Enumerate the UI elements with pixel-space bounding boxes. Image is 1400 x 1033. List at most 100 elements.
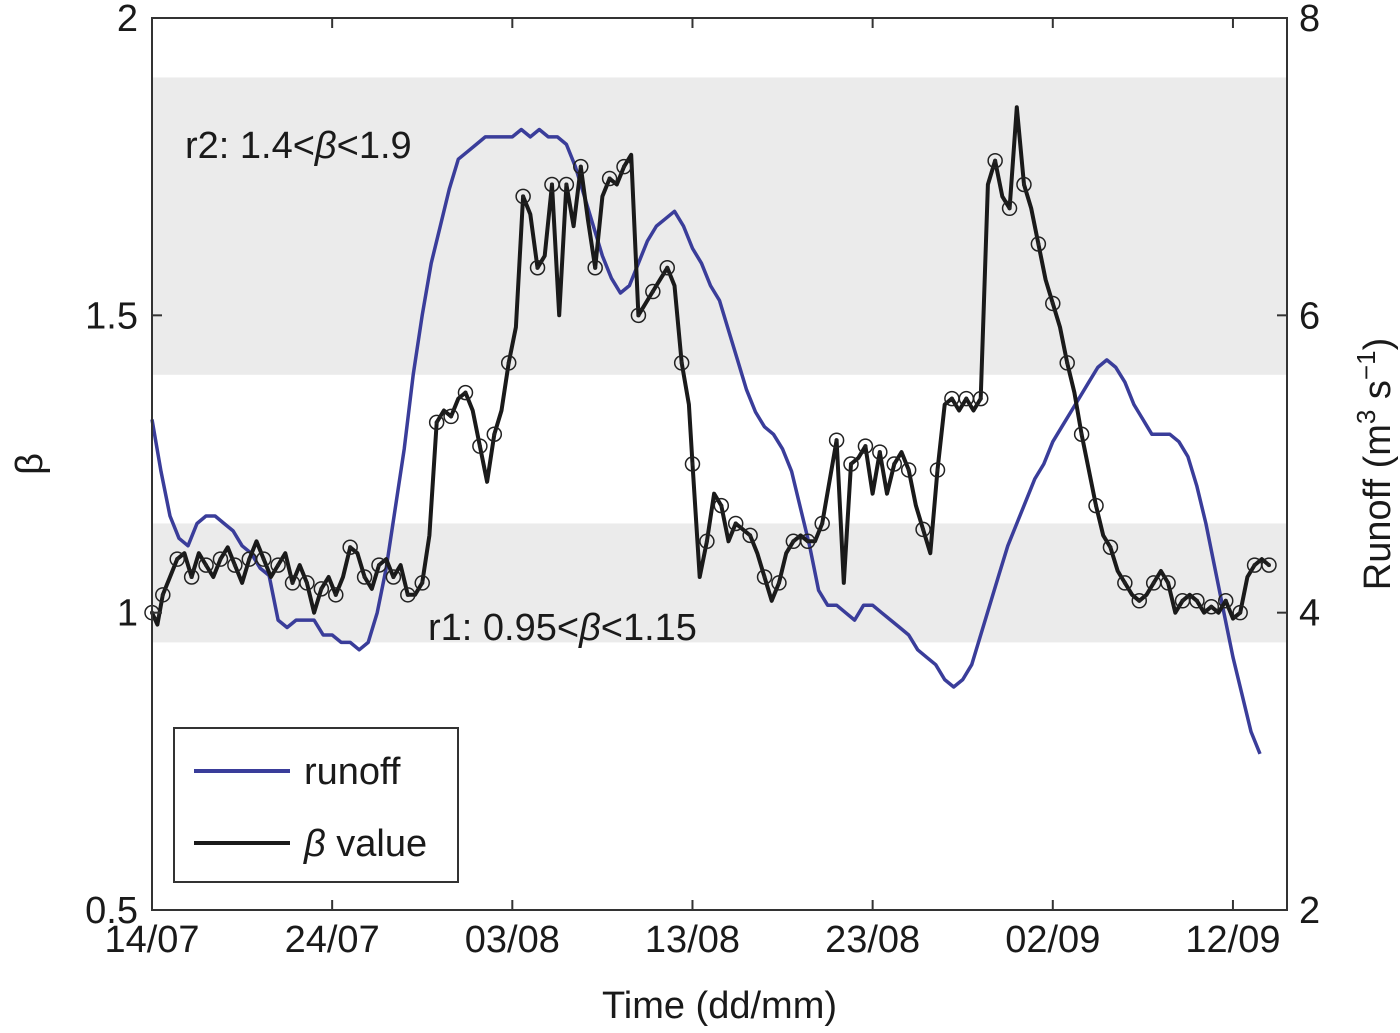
beta-point-dot — [665, 265, 670, 270]
beta-point-dot — [820, 521, 825, 526]
beta-point-marker — [212, 551, 229, 567]
regime-band-label-suffix: <1.15 — [601, 607, 697, 649]
beta-point-dot — [434, 420, 439, 425]
beta-point-dot — [1036, 241, 1041, 246]
beta-point-dot — [420, 580, 425, 585]
beta-point-dot — [218, 557, 223, 562]
beta-point-marker — [385, 569, 402, 585]
beta-point-dot — [1065, 360, 1070, 365]
beta-series — [144, 105, 1277, 627]
beta-point-dot — [1108, 545, 1113, 550]
beta-point-dot — [805, 539, 810, 544]
beta-point-marker — [756, 569, 773, 585]
beta-point-dot — [636, 313, 641, 318]
beta-point-marker — [227, 557, 243, 573]
beta-point-marker — [342, 539, 358, 556]
beta-point-dot — [1050, 301, 1055, 306]
beta-point-marker — [1016, 176, 1032, 193]
regime-band-label-beta: β — [314, 125, 337, 167]
beta-point-marker — [929, 462, 946, 478]
x-tick-label: 03/08 — [465, 919, 560, 961]
right-y-axis: 2 4 6 8 — [1277, 0, 1320, 932]
beta-point-marker — [886, 456, 903, 472]
beta-point-marker — [529, 260, 546, 276]
beta-point-marker — [727, 515, 744, 532]
beta-point-dot — [1079, 432, 1084, 437]
legend-label-beta-symbol: β — [303, 823, 326, 865]
x-tick-label: 24/07 — [285, 919, 380, 961]
left-y-tick-label: 0.5 — [85, 890, 138, 932]
regime-band-label-1: r2: 1.4<β<1.9 — [185, 125, 412, 167]
beta-point-marker — [443, 408, 459, 425]
beta-point-dot — [521, 194, 526, 199]
beta-point-marker — [356, 569, 373, 585]
legend-box — [173, 727, 459, 883]
beta-point-dot — [290, 580, 295, 585]
beta-point-dot — [906, 467, 911, 472]
beta-point-dot — [679, 360, 684, 365]
beta-point-marker — [1117, 575, 1133, 591]
beta-point-dot — [748, 533, 753, 538]
beta-point-marker — [1045, 295, 1061, 312]
beta-point-dot — [964, 396, 969, 401]
plot-frame — [151, 17, 1288, 911]
beta-point-dot — [1209, 604, 1214, 609]
x-tick-label: 02/09 — [1005, 919, 1100, 961]
beta-point-dot — [405, 592, 410, 597]
beta-point-marker — [857, 438, 874, 454]
beta-point-marker — [587, 260, 603, 276]
beta-point-marker — [500, 355, 517, 371]
beta-point-marker — [659, 260, 676, 276]
x-tick-label: 13/08 — [645, 919, 740, 961]
beta-point-marker — [1102, 539, 1119, 556]
beta-point-marker — [400, 587, 416, 603]
beta-point-dot — [892, 462, 897, 466]
beta-point-marker — [1059, 355, 1075, 371]
beta-point-marker — [684, 456, 701, 472]
beta-point-marker — [515, 188, 531, 205]
beta-point-marker — [828, 432, 845, 448]
x-axis-title: Time (dd/mm) — [602, 985, 837, 1027]
beta-point-dot — [1137, 598, 1142, 603]
x-tick-label: 14/07 — [104, 919, 199, 961]
beta-point-marker — [630, 307, 647, 324]
right-y-axis-title-sup-2: −1 — [1351, 350, 1381, 380]
beta-point-marker — [198, 557, 214, 573]
beta-point-dot — [993, 158, 998, 163]
legend: runoff β value — [173, 727, 459, 883]
x-tick-label: 23/08 — [825, 919, 920, 961]
beta-point-marker — [673, 355, 690, 371]
beta-point-dot — [762, 574, 767, 579]
beta-point-dot — [978, 396, 983, 401]
beta-point-dot — [204, 563, 209, 568]
beta-point-dot — [477, 444, 482, 449]
beta-point-dot — [261, 557, 266, 562]
beta-point-dot — [607, 176, 612, 181]
legend-label-beta-suffix: value — [326, 823, 427, 865]
beta-point-marker — [457, 384, 474, 401]
beta-point-marker — [915, 521, 931, 538]
beta-point-dot — [650, 289, 655, 294]
beta-point-marker — [183, 569, 200, 585]
beta-point-marker — [558, 176, 575, 193]
beta-point-dot — [463, 390, 468, 395]
beta-point-marker — [428, 414, 445, 431]
beta-point-marker — [616, 158, 632, 175]
beta-point-marker — [800, 533, 816, 550]
regime-band-label-suffix: <1.9 — [337, 125, 412, 167]
beta-point-marker — [872, 444, 888, 460]
beta-point-marker — [270, 557, 286, 573]
beta-point-dot — [319, 586, 324, 591]
beta-point-marker — [1189, 593, 1205, 609]
beta-point-marker — [814, 515, 830, 532]
beta-point-dot — [333, 592, 338, 597]
beta-point-marker — [771, 575, 787, 591]
beta-point-marker — [414, 575, 430, 591]
beta-point-dot — [362, 574, 367, 579]
beta-point-dot — [276, 563, 281, 568]
beta-point-dot — [1180, 598, 1185, 603]
beta-point-marker — [472, 438, 488, 454]
beta-point-marker — [713, 497, 730, 514]
regime-band-2 — [152, 523, 1287, 643]
